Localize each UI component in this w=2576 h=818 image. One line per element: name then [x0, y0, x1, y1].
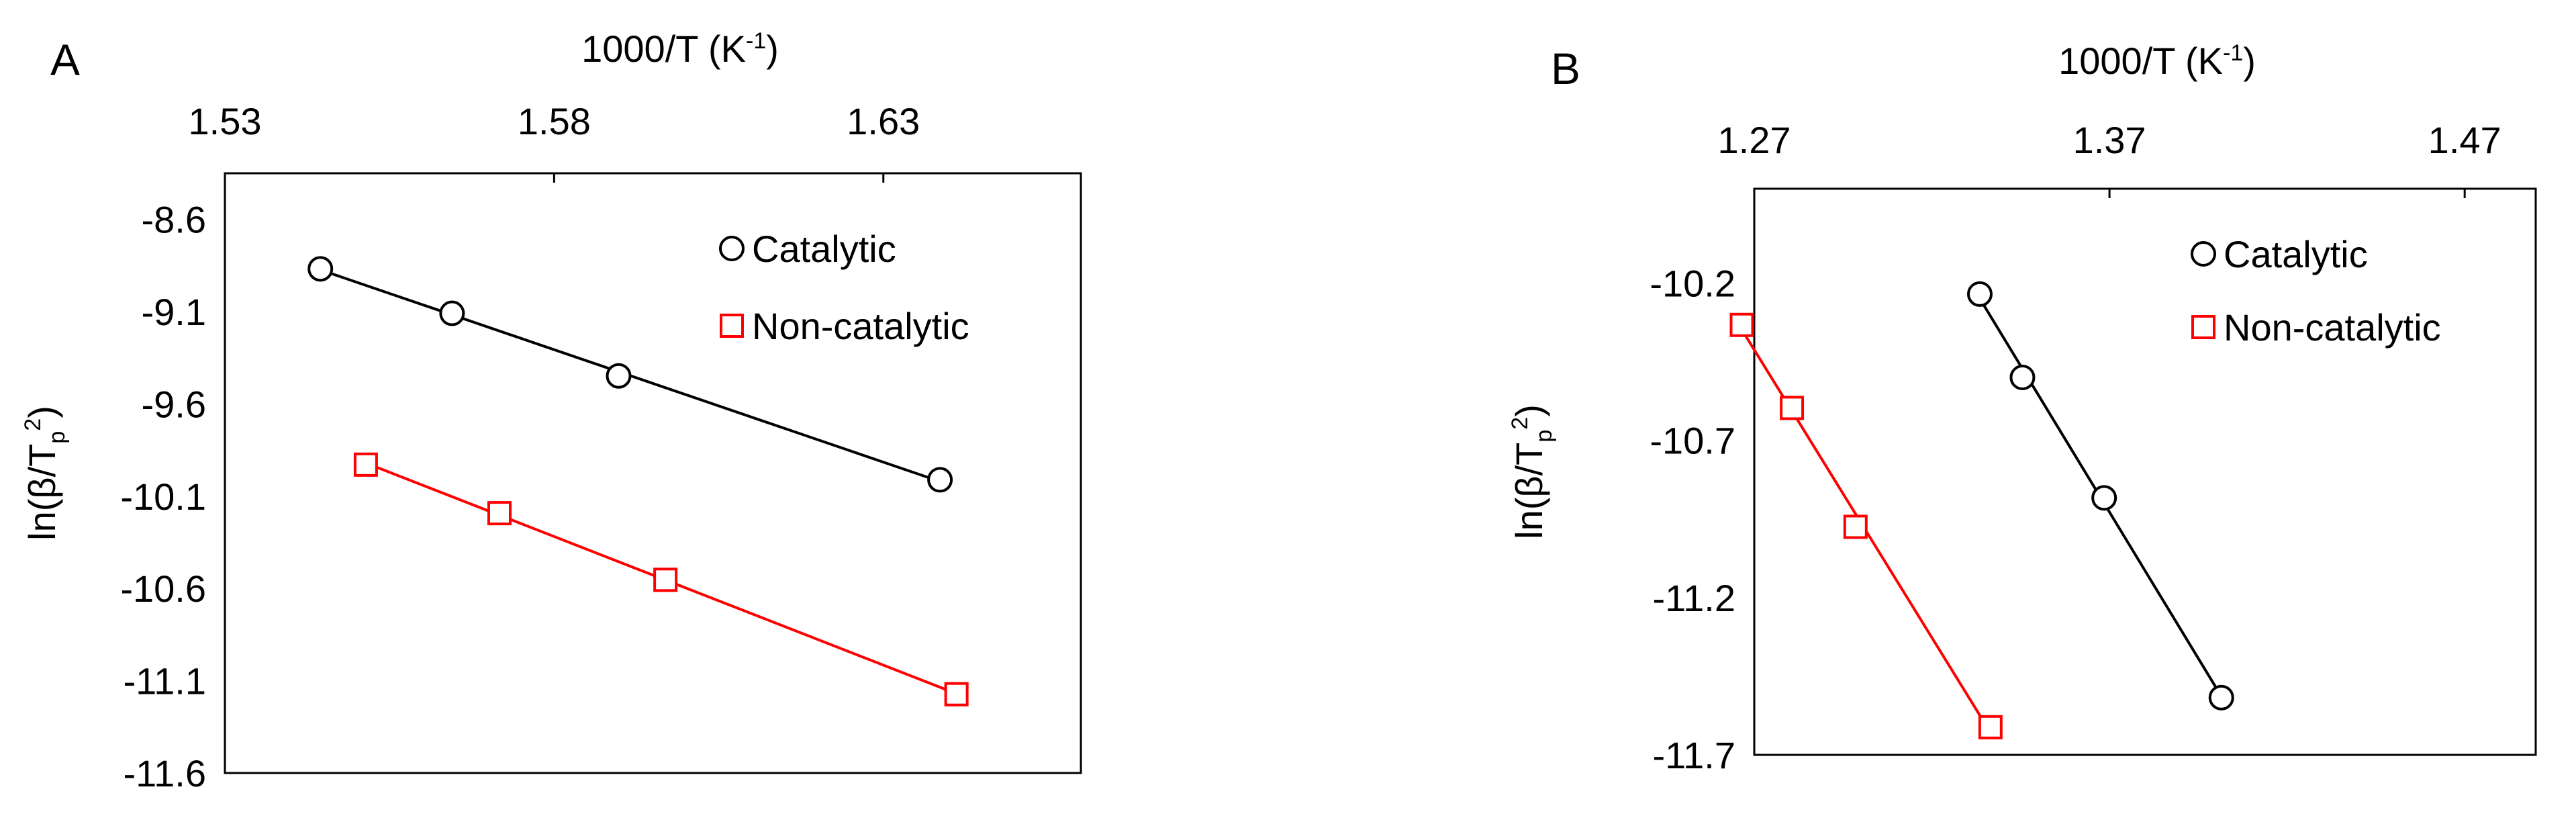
- x-axis-title-main: 1000/T (K: [581, 28, 746, 70]
- y-axis-title-sup: 2: [1507, 417, 1533, 430]
- series-catalytic: [1966, 281, 2234, 711]
- legend-marker-square: [720, 314, 744, 338]
- legend-label: Non-catalytic: [752, 305, 969, 347]
- x-tick-label: 1.37: [2073, 119, 2146, 161]
- x-axis-title: 1000/T (K-1): [581, 28, 779, 70]
- series-catalytic: [307, 256, 953, 493]
- panel-letter: A: [50, 35, 80, 85]
- data-point: [487, 501, 512, 526]
- x-tick-label: 1.47: [2428, 119, 2501, 161]
- y-tick-label: -8.6: [142, 199, 207, 241]
- data-point: [927, 467, 953, 493]
- data-point: [944, 682, 969, 707]
- x-tick-label: 1.27: [1718, 119, 1791, 161]
- plot-frame: [224, 172, 1082, 774]
- data-point: [1780, 396, 1805, 420]
- legend-marker-square: [2191, 315, 2215, 339]
- y-tick-label: -9.6: [142, 383, 207, 425]
- chart-panel-a: A 1000/T (K-1) 1.53 1.58 1.63 -8.6 -9.1 -9.6 -10…: [20, 28, 1082, 794]
- x-tick-label: 1.58: [518, 100, 591, 142]
- y-axis-title-sub: p: [1531, 430, 1557, 443]
- data-point: [439, 300, 465, 326]
- legend-marker-circle: [2191, 241, 2216, 267]
- x-axis-title-sup: -1: [2223, 40, 2243, 66]
- data-point: [353, 452, 378, 477]
- y-tick-label: -10.7: [1650, 420, 1735, 462]
- y-axis-title-end: ): [1508, 404, 1550, 417]
- x-axis-title: 1000/T (K-1): [2058, 40, 2256, 82]
- x-axis-title-end: ): [2243, 40, 2256, 82]
- y-axis-title: ln(β/Tp2): [1507, 404, 1557, 539]
- y-axis-title-main: ln(β/T: [1508, 443, 1550, 539]
- chart-panel-b: B 1000/T (K-1) 1.27 1.37 1.47 -10.2 -10.7 -11.2…: [1507, 40, 2537, 776]
- y-axis-title-sup: 2: [20, 418, 46, 431]
- data-point: [2091, 485, 2117, 511]
- legend-marker-circle: [719, 236, 745, 261]
- legend-label: Catalytic: [2224, 233, 2368, 275]
- x-axis-title-main: 1000/T (K: [2058, 40, 2223, 82]
- y-axis-title-sub: p: [44, 431, 70, 444]
- y-tick-label: -11.2: [1653, 577, 1735, 619]
- data-point: [2009, 365, 2036, 390]
- x-axis-title-end: ): [766, 28, 779, 70]
- y-tick-label: -11.1: [124, 660, 206, 702]
- data-point: [606, 363, 632, 389]
- x-tick-label: 1.53: [189, 100, 262, 142]
- panel-letter: B: [1551, 44, 1580, 93]
- y-tick-label: -10.6: [120, 567, 206, 610]
- series-non-catalytic: [1729, 312, 2003, 739]
- x-axis-title-sup: -1: [746, 28, 766, 54]
- y-tick-label: -11.7: [1653, 734, 1735, 776]
- data-point: [1966, 281, 1993, 307]
- y-tick-label: -11.6: [124, 752, 206, 794]
- y-tick-label: -9.1: [142, 291, 207, 333]
- data-point: [1843, 514, 1868, 539]
- plot-frame: [1753, 187, 2537, 756]
- series-non-catalytic: [353, 452, 969, 707]
- x-tick-label: 1.63: [847, 100, 920, 142]
- data-point: [1729, 312, 1754, 337]
- data-point: [653, 567, 678, 592]
- y-axis-title-end: ): [21, 406, 63, 418]
- y-tick-label: -10.1: [120, 475, 206, 518]
- y-tick-label: -10.2: [1650, 263, 1735, 305]
- data-point: [307, 256, 334, 282]
- data-point: [2208, 684, 2234, 711]
- y-axis-title: ln(β/Tp2): [20, 406, 70, 541]
- y-axis-title-main: ln(β/T: [21, 444, 63, 541]
- legend-label: Non-catalytic: [2224, 306, 2441, 349]
- data-point: [1978, 715, 2003, 739]
- legend-label: Catalytic: [752, 228, 896, 270]
